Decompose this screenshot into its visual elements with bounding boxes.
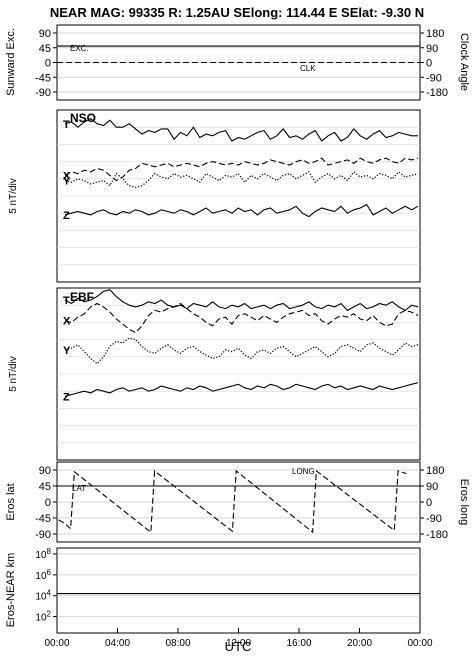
panel-eros-series (57, 469, 420, 534)
ebf-axis-label: 5 nT/div (8, 356, 19, 392)
panel-ebf-series (64, 289, 419, 397)
y-right-tick-label: 0 (426, 497, 432, 509)
y-tick-label: 90 (39, 465, 51, 477)
y-tick-label: -90 (35, 87, 51, 99)
series-line-t (64, 117, 418, 142)
x-tick-label: 16:00 (286, 638, 311, 649)
y-tick-label: 102 (35, 610, 51, 624)
panel-eros-latlong: 90 180 45 90 0 0 -45 -90 -90 -180 LAT LONG Eros l… (5, 461, 470, 543)
sunward-axis-label: Sunward Exc. (5, 28, 17, 96)
eros-lat-axis-label: Eros lat (5, 483, 17, 520)
series-line-t (64, 289, 419, 312)
series-name-y: Y (63, 345, 71, 357)
panel-distance-ticks: 108 106 104 102 (35, 547, 57, 624)
panel-distance-frame (56, 547, 421, 634)
panel-nso: NSO T XY Z 5 nT/div (8, 109, 421, 283)
x-tick-label: 20:00 (347, 638, 372, 649)
panel-ebf: EBF TX Y Z 5 nT/div (8, 287, 421, 461)
series-name-z: Z (63, 210, 70, 222)
y-right-tick-label: -90 (426, 72, 442, 84)
y-tick-label: 104 (35, 589, 51, 603)
y-tick-label: 90 (39, 28, 51, 40)
series-name-t: T (63, 295, 70, 307)
nso-series-names: T XY Z (63, 119, 71, 222)
panel-nso-grid (57, 126, 420, 266)
panel-eros-ticks: 90 180 45 90 0 0 -45 -90 -90 -180 (35, 465, 448, 541)
y-tick-label: 0 (45, 58, 51, 70)
x-tick-label: 00:00 (44, 638, 69, 649)
series-name-x: X (63, 316, 71, 328)
eros-long-axis-label: Eros long (458, 479, 470, 525)
series-line-z (64, 203, 419, 218)
y-tick-label: 0 (45, 497, 51, 509)
y-right-tick-label: 90 (426, 43, 438, 55)
panel-distance: 108 106 104 102 Eros-NEAR km (5, 547, 421, 634)
panel-ebf-grid (57, 304, 420, 444)
series-name-x: X (63, 170, 71, 182)
x-tick-label: 00:00 (407, 638, 432, 649)
y-right-tick-label: 0 (426, 58, 432, 70)
panel-eros-grid (57, 469, 420, 535)
panel-distance-grid (57, 553, 420, 617)
series-line-long (58, 469, 407, 534)
panel-nso-series (64, 117, 419, 218)
series-name-t: T (63, 119, 70, 131)
y-right-tick-label: -180 (426, 529, 448, 541)
figure-title: NEAR MAG: 99335 R: 1.25AU SElong: 114.44… (50, 5, 424, 20)
lat-series-label: LAT (72, 484, 86, 493)
y-tick-label: 45 (39, 43, 51, 55)
panel-sunward: 90 180 45 90 0 0 -45 -90 -90 -180 EXC. CLK Sunwar… (5, 24, 470, 101)
y-tick-label: -90 (35, 529, 51, 541)
y-tick-label: 106 (35, 568, 51, 582)
series-line-z (64, 382, 419, 397)
clk-series-label: CLK (300, 64, 316, 73)
nso-panel-label: NSO (70, 111, 96, 125)
y-tick-label: 45 (39, 481, 51, 493)
time-axis-label: UTC (225, 639, 252, 654)
panel-sunward-series (57, 45, 420, 64)
clock-angle-axis-label: Clock Angle (458, 33, 470, 91)
x-tick-label: 04:00 (105, 638, 130, 649)
y-tick-label: -45 (35, 72, 51, 84)
x-tick-label: 12:00 (226, 638, 251, 649)
ebf-panel-label: EBF (70, 290, 94, 304)
series-name-y: Y (63, 176, 71, 188)
exc-series-label: EXC. (70, 44, 89, 53)
y-right-tick-label: -180 (426, 87, 448, 99)
y-right-tick-label: 90 (426, 481, 438, 493)
x-tick-label: 08:00 (165, 638, 190, 649)
y-right-tick-label: -90 (426, 513, 442, 525)
y-right-tick-label: 180 (426, 28, 444, 40)
series-line-y (64, 170, 419, 189)
series-name-z: Z (63, 391, 70, 403)
ebf-series-names: TX Y Z (63, 295, 71, 403)
y-tick-label: 108 (35, 547, 51, 561)
time-axis: 00:00 04:00 08:00 12:00 16:00 20:00 00:00 (44, 628, 433, 649)
series-line-x (64, 302, 419, 334)
series-line-x (64, 157, 419, 182)
series-line-y (64, 337, 419, 365)
y-tick-label: -45 (35, 513, 51, 525)
panel-sunward-ticks: 90 180 45 90 0 0 -45 -90 -90 -180 (35, 28, 448, 99)
nso-axis-label: 5 nT/div (8, 178, 19, 214)
long-series-label: LONG (292, 467, 315, 476)
y-right-tick-label: 180 (426, 465, 444, 477)
distance-axis-label: Eros-NEAR km (5, 553, 17, 628)
